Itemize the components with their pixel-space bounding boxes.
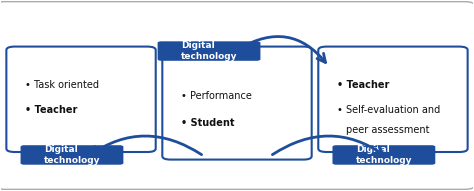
Text: Digital
technology: Digital technology [356,145,412,165]
Text: • Teacher: • Teacher [337,79,390,90]
Text: Digital
technology: Digital technology [181,41,237,61]
FancyBboxPatch shape [332,145,435,165]
FancyBboxPatch shape [157,41,260,61]
FancyBboxPatch shape [20,145,123,165]
Text: peer assessment: peer assessment [346,125,429,135]
Text: • Teacher: • Teacher [25,105,78,115]
Text: Digital
technology: Digital technology [44,145,100,165]
Text: • Performance: • Performance [181,91,252,101]
Text: • Self-evaluation and: • Self-evaluation and [337,105,440,115]
Text: • Student: • Student [181,118,235,128]
FancyBboxPatch shape [0,2,474,189]
FancyBboxPatch shape [6,47,156,152]
Text: • Task oriented: • Task oriented [25,79,99,90]
FancyBboxPatch shape [318,47,468,152]
FancyBboxPatch shape [162,47,312,160]
